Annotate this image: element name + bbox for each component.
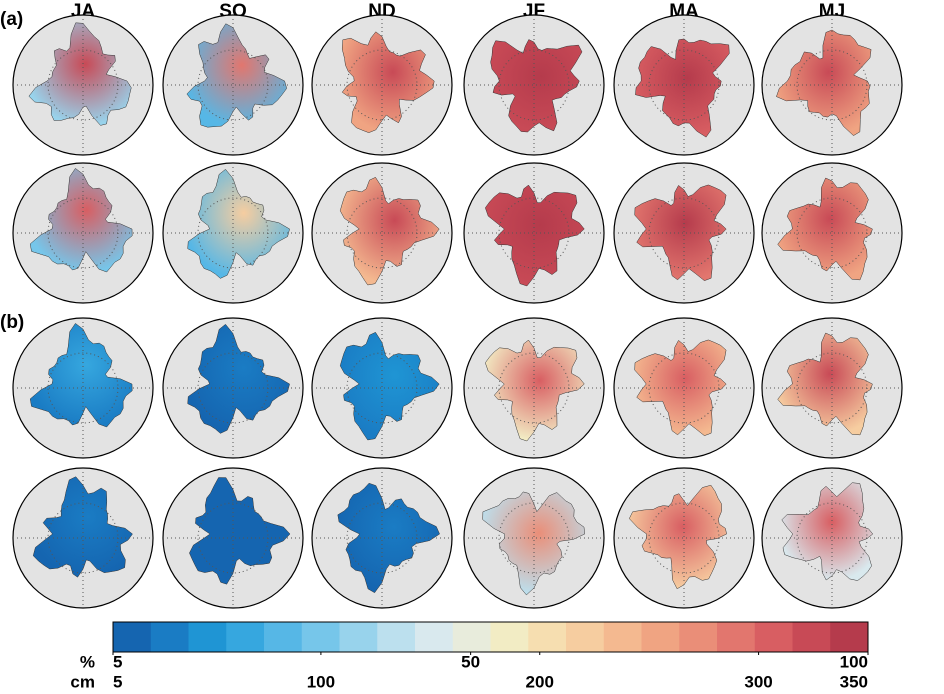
map-panel [463,317,605,459]
sea-ice [32,476,133,578]
map-panel [12,317,154,459]
map-panel [613,317,755,459]
map-panel [761,467,903,609]
colorbar-tick-label: 200 [526,672,554,689]
sea-ice [777,177,873,281]
map-panel [162,162,304,304]
colorbar-bin [641,622,680,652]
colorbar-tick-label: 300 [744,672,772,689]
colorbar-bin [150,622,189,652]
map-panel [12,467,154,609]
colorbar-bin [566,622,605,652]
sea-ice [490,39,583,133]
sea-ice [628,484,727,590]
sea-ice [186,23,287,128]
colorbar-tick-label: 100 [840,652,868,671]
colorbar-frame [112,621,869,653]
sea-ice [28,22,132,126]
colorbar-bin [188,622,227,652]
colorbar-bin [490,622,529,652]
colorbar-tick-label: 100 [307,672,335,689]
colorbar-bin [830,622,869,652]
sea-ice [187,168,290,279]
colorbar-unit: % [80,652,95,671]
colorbar-bin [264,622,303,652]
sea-ice [781,482,874,581]
colorbar-tick-label: 350 [840,672,868,689]
map-panel [12,14,154,156]
sea-ice [634,339,727,436]
colorbar-bin [113,622,152,652]
sea-ice [485,184,585,287]
colorbar-tick-label: 5 [113,652,122,671]
map-panel [311,467,453,609]
colorbar-bin [452,622,491,652]
map-panel [761,14,903,156]
map-panel [162,467,304,609]
colorbar-tick-label: 50 [461,652,480,671]
sea-ice [339,176,440,286]
sea-ice [777,332,873,436]
map-panel [761,162,903,304]
map-panel [613,467,755,609]
colorbar-bin [754,622,793,652]
colorbar-bin [603,622,642,652]
map-panel [162,317,304,459]
map-panel [761,317,903,459]
map-panel [613,162,755,304]
sea-ice [485,339,585,442]
colorbar-bin [226,622,265,652]
colorbar-bin [528,622,567,652]
sea-ice [482,491,585,596]
colorbar-bin [339,622,378,652]
map-panel [463,162,605,304]
map-panel [162,14,304,156]
colorbar-unit: cm [70,672,95,689]
sea-ice [341,31,435,133]
map-panel [12,162,154,304]
colorbar-bin [717,622,756,652]
colorbar-bin [377,622,416,652]
sea-ice [634,184,727,281]
map-panel [311,317,453,459]
sea-ice [339,331,440,441]
sea-ice [635,38,730,138]
panel-label: (b) [0,312,24,333]
sea-ice [29,168,133,273]
sea-ice [29,323,133,428]
colorbar-bin [679,622,718,652]
map-panel [463,14,605,156]
colorbar-bin [301,622,340,652]
panel-label: (a) [0,9,23,30]
colorbar-bin [415,622,454,652]
map-panel [613,14,755,156]
colorbar-tick-label: 5 [113,672,122,689]
sea-ice [187,323,290,434]
colorbar-bin [792,622,831,652]
map-panel [463,467,605,609]
sea-ice [189,477,291,585]
map-panel [311,162,453,304]
sea-ice [776,29,872,136]
map-panel [311,14,453,156]
